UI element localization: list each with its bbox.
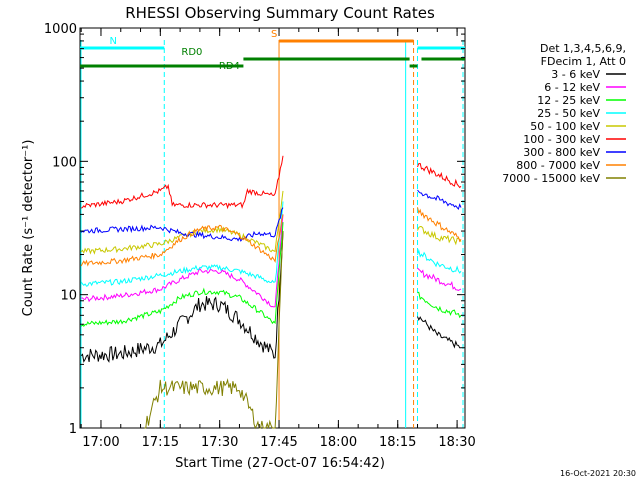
series-line-after-gap <box>417 207 462 243</box>
legend-label: 100 - 300 keV <box>523 133 600 146</box>
x-tick-label: 18:00 <box>320 435 357 450</box>
series-line-after-gap <box>417 248 462 274</box>
x-axis-label: Start Time (27-Oct-07 16:54:42) <box>175 456 385 471</box>
y-tick-label: 1 <box>69 422 77 437</box>
legend-label: 6 - 12 keV <box>544 81 600 94</box>
flag-bars: N S RD0 RD4 <box>80 29 465 72</box>
series-line <box>80 190 284 255</box>
series-line <box>80 201 284 287</box>
series-line <box>80 222 284 327</box>
chart-title: RHESSI Observing Summary Count Rates <box>125 4 435 22</box>
flag-label-rd4: RD4 <box>219 61 240 72</box>
series-line <box>81 214 284 308</box>
series-line <box>144 231 284 430</box>
x-tick-label: 18:15 <box>379 435 416 450</box>
series-line-after-gap <box>417 189 462 210</box>
series-line-after-gap <box>417 225 462 246</box>
y-tick-label: 10 <box>60 289 77 304</box>
vertical-markers <box>80 40 464 428</box>
legend: Det 1,3,4,5,6,9,FDecim 1, Att 03 - 6 keV… <box>502 42 626 185</box>
series-line <box>80 214 284 267</box>
legend-label: 800 - 7000 keV <box>516 159 600 172</box>
x-tick-label: 17:30 <box>201 435 238 450</box>
legend-header: Det 1,3,4,5,6,9, <box>540 42 626 55</box>
legend-label: 7000 - 15000 keV <box>502 172 600 185</box>
x-tick-label: 17:45 <box>260 435 297 450</box>
legend-label: 50 - 100 keV <box>530 120 600 133</box>
series-line-after-gap <box>417 291 462 319</box>
x-tick-label: 17:00 <box>82 435 119 450</box>
flag-label-rd0: RD0 <box>181 47 202 58</box>
y-tick-label: 1000 <box>44 22 77 37</box>
y-axis-ticks: 1 10 100 1000 <box>44 22 465 437</box>
legend-label: 3 - 6 keV <box>551 68 600 81</box>
series-line <box>80 207 284 242</box>
series-line-after-gap <box>417 316 461 349</box>
y-axis-label: Count Rate (s⁻¹ detector⁻¹) <box>21 140 36 317</box>
series-line <box>80 231 284 363</box>
flag-label-n: N <box>109 36 116 47</box>
x-tick-label: 17:15 <box>142 435 179 450</box>
plot-frame <box>79 27 466 429</box>
y-tick-label: 100 <box>52 155 77 170</box>
x-tick-label: 18:30 <box>438 435 475 450</box>
series-lines <box>80 155 462 430</box>
legend-label: 300 - 800 keV <box>523 146 600 159</box>
series-line-after-gap <box>417 267 462 291</box>
timestamp-annotation: 16-Oct-2021 20:30 <box>560 469 636 478</box>
legend-label: 12 - 25 keV <box>537 94 600 107</box>
series-line-after-gap <box>417 162 462 189</box>
series-line <box>80 155 284 210</box>
legend-header: FDecim 1, Att 0 <box>541 55 626 68</box>
legend-label: 25 - 50 keV <box>537 107 600 120</box>
x-axis-ticks: 17:00 17:15 17:30 17:45 18:00 18:15 18:30 <box>80 28 476 450</box>
flag-label-s: S <box>271 29 277 40</box>
